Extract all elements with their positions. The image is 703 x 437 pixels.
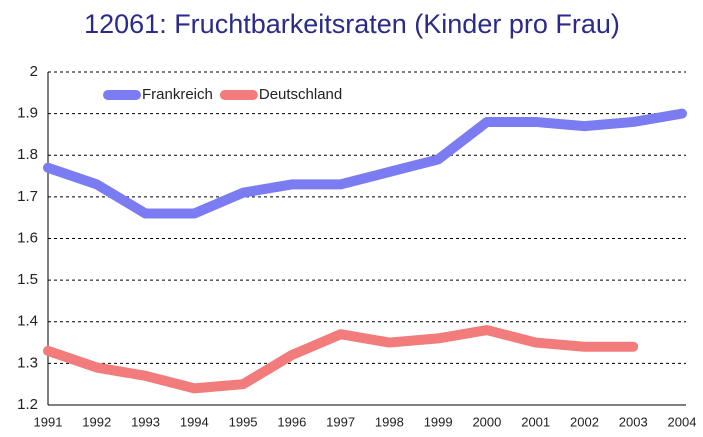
x-tick-label: 1994 — [180, 414, 209, 429]
x-tick-label: 1993 — [131, 414, 160, 429]
y-tick-label: 1.3 — [17, 354, 38, 371]
x-tick-label: 1996 — [277, 414, 306, 429]
x-tick-label: 2000 — [472, 414, 501, 429]
y-tick-label: 1.2 — [17, 396, 38, 413]
y-tick-label: 1.7 — [17, 188, 38, 205]
chart-title: 12061: Fruchtbarkeitsraten (Kinder pro F… — [84, 9, 620, 39]
x-tick-label: 2001 — [521, 414, 550, 429]
series-line — [43, 325, 639, 394]
x-tick-label: 1999 — [424, 414, 453, 429]
x-tick-label: 1991 — [34, 414, 63, 429]
x-tick-label: 1997 — [326, 414, 355, 429]
y-tick-label: 1.8 — [17, 146, 38, 163]
y-tick-label: 2 — [30, 63, 38, 80]
series-line — [43, 108, 687, 219]
legend-label: Frankreich — [142, 86, 213, 103]
y-tick-label: 1.5 — [17, 271, 38, 288]
y-tick-label: 1.9 — [17, 105, 38, 122]
y-tick-label: 1.4 — [17, 313, 38, 330]
x-tick-label: 1995 — [229, 414, 258, 429]
x-tick-label: 2003 — [619, 414, 648, 429]
x-tick-label: 2002 — [570, 414, 599, 429]
y-tick-label: 1.6 — [17, 229, 38, 246]
x-tick-label: 1992 — [82, 414, 111, 429]
legend-label: Deutschland — [259, 86, 342, 103]
x-tick-label: 2004 — [668, 414, 697, 429]
x-tick-label: 1998 — [375, 414, 404, 429]
